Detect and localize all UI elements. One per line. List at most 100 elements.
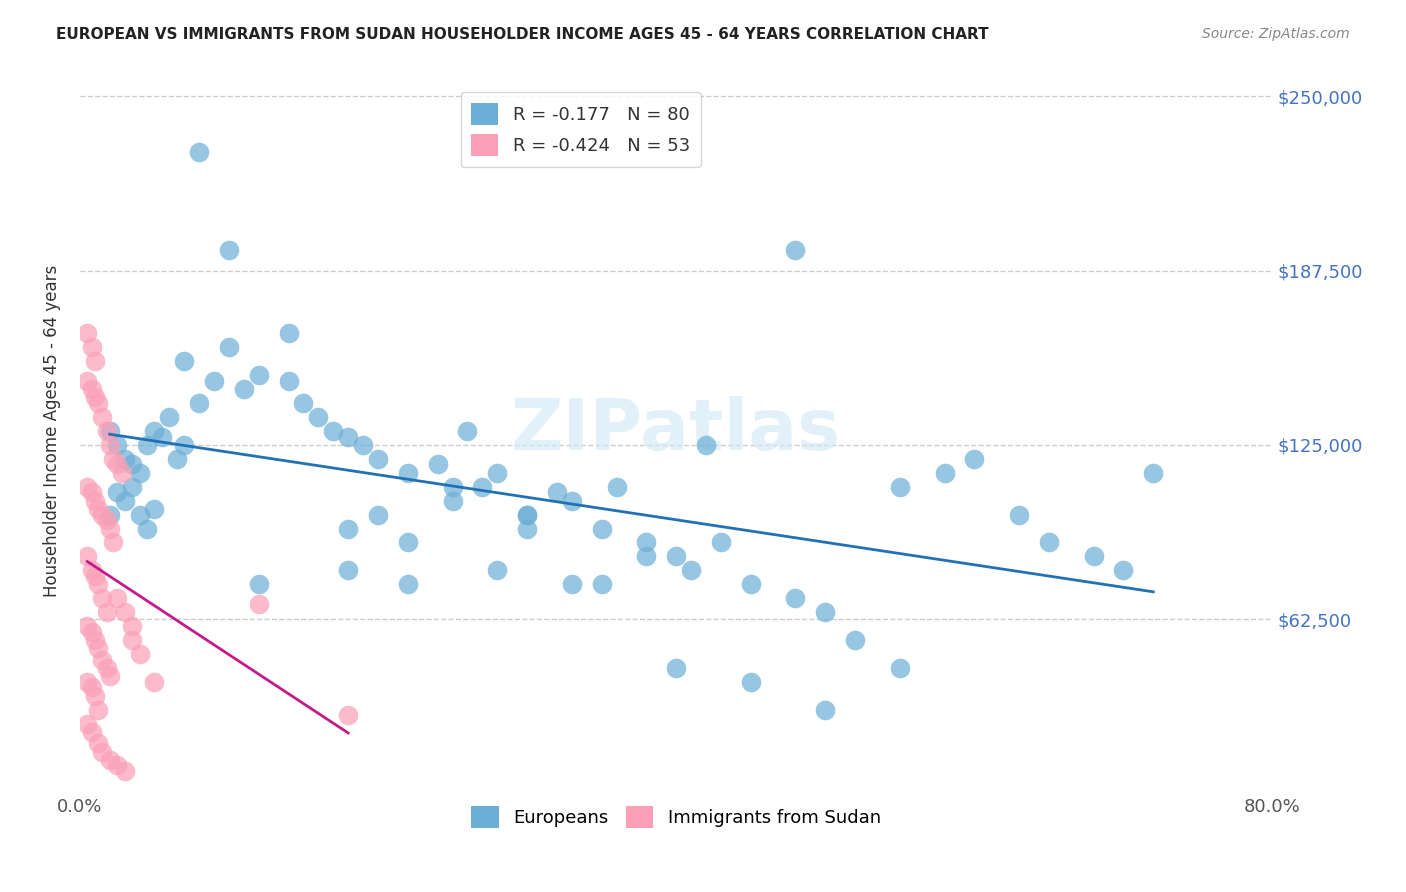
- Point: [844, 633, 866, 648]
- Point: [441, 480, 464, 494]
- Point: [785, 591, 807, 606]
- Point: [561, 577, 583, 591]
- Point: [889, 480, 911, 494]
- Point: [114, 451, 136, 466]
- Point: [396, 577, 419, 591]
- Point: [76, 619, 98, 633]
- Point: [83, 354, 105, 368]
- Point: [83, 569, 105, 583]
- Point: [96, 605, 118, 619]
- Point: [188, 145, 211, 160]
- Point: [83, 689, 105, 703]
- Point: [98, 424, 121, 438]
- Point: [76, 549, 98, 564]
- Point: [322, 424, 344, 438]
- Point: [98, 508, 121, 522]
- Point: [87, 641, 110, 656]
- Point: [98, 669, 121, 683]
- Point: [1038, 535, 1060, 549]
- Point: [1083, 549, 1105, 564]
- Point: [441, 493, 464, 508]
- Point: [87, 502, 110, 516]
- Point: [232, 382, 254, 396]
- Point: [636, 535, 658, 549]
- Point: [337, 521, 360, 535]
- Point: [307, 409, 329, 424]
- Point: [396, 535, 419, 549]
- Point: [121, 458, 143, 472]
- Point: [292, 396, 315, 410]
- Point: [426, 458, 449, 472]
- Point: [606, 480, 628, 494]
- Point: [561, 493, 583, 508]
- Point: [76, 480, 98, 494]
- Point: [740, 577, 762, 591]
- Point: [1008, 508, 1031, 522]
- Point: [98, 521, 121, 535]
- Point: [105, 485, 128, 500]
- Point: [87, 703, 110, 717]
- Point: [98, 438, 121, 452]
- Point: [188, 396, 211, 410]
- Point: [337, 708, 360, 723]
- Point: [80, 485, 103, 500]
- Point: [277, 326, 299, 341]
- Point: [740, 674, 762, 689]
- Point: [247, 597, 270, 611]
- Point: [91, 591, 114, 606]
- Point: [83, 391, 105, 405]
- Point: [91, 652, 114, 666]
- Point: [101, 451, 124, 466]
- Point: [136, 438, 159, 452]
- Point: [80, 382, 103, 396]
- Point: [114, 493, 136, 508]
- Point: [665, 549, 688, 564]
- Point: [486, 466, 509, 480]
- Point: [128, 508, 150, 522]
- Point: [218, 340, 240, 354]
- Y-axis label: Householder Income Ages 45 - 64 years: Householder Income Ages 45 - 64 years: [44, 265, 60, 597]
- Point: [80, 681, 103, 695]
- Point: [96, 424, 118, 438]
- Point: [1112, 563, 1135, 577]
- Point: [128, 647, 150, 661]
- Point: [173, 354, 195, 368]
- Point: [80, 624, 103, 639]
- Point: [157, 409, 180, 424]
- Point: [710, 535, 733, 549]
- Point: [516, 508, 538, 522]
- Point: [814, 605, 837, 619]
- Point: [247, 368, 270, 383]
- Point: [591, 577, 613, 591]
- Point: [80, 725, 103, 739]
- Point: [516, 508, 538, 522]
- Point: [814, 703, 837, 717]
- Point: [96, 513, 118, 527]
- Point: [121, 619, 143, 633]
- Point: [121, 480, 143, 494]
- Point: [76, 674, 98, 689]
- Point: [101, 535, 124, 549]
- Point: [591, 521, 613, 535]
- Point: [80, 563, 103, 577]
- Point: [277, 374, 299, 388]
- Point: [681, 563, 703, 577]
- Point: [128, 466, 150, 480]
- Point: [143, 674, 166, 689]
- Point: [963, 451, 986, 466]
- Point: [636, 549, 658, 564]
- Point: [87, 736, 110, 750]
- Point: [166, 451, 188, 466]
- Point: [105, 458, 128, 472]
- Text: Source: ZipAtlas.com: Source: ZipAtlas.com: [1202, 27, 1350, 41]
- Point: [87, 396, 110, 410]
- Point: [91, 508, 114, 522]
- Point: [173, 438, 195, 452]
- Point: [143, 424, 166, 438]
- Point: [121, 633, 143, 648]
- Point: [91, 745, 114, 759]
- Point: [695, 438, 717, 452]
- Point: [80, 340, 103, 354]
- Point: [889, 661, 911, 675]
- Text: ZIPatlas: ZIPatlas: [512, 396, 841, 466]
